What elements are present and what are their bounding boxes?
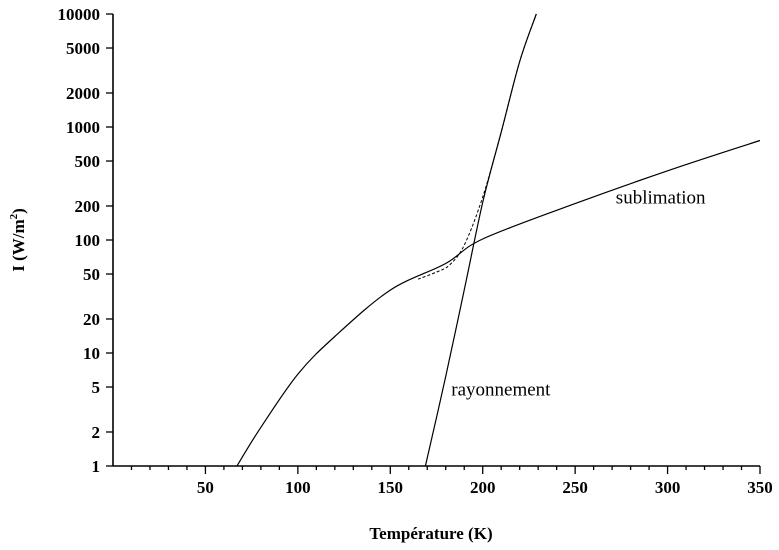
x-tick-label: 300 [655,478,681,497]
y-tick-label: 20 [83,310,100,329]
series [236,13,761,467]
series-sublimation-line [236,139,761,467]
annotations: sublimation rayonnement [451,188,706,401]
x-tick-label: 150 [378,478,404,497]
x-tick-label: 100 [285,478,311,497]
x-tick-label: 350 [747,478,773,497]
x-axis-title: Température (K) [369,524,492,543]
tick-labels: 50 100 150 200 250 300 350 1 2 5 10 20 50 100 200 500 10… [58,5,773,497]
annotation-sublimation: sublimation [616,188,706,209]
y-axis-title-base: I (W/m [9,219,28,271]
axes [112,14,760,467]
y-axis-title: I (W/m2) [8,208,28,272]
series-sum-dashed-line [417,13,537,280]
annotation-rayonnement: rayonnement [451,380,551,401]
x-tick-label: 250 [562,478,588,497]
ticks [106,13,761,474]
y-tick-label: 5000 [66,39,100,58]
y-axis-title-tail: ) [9,208,28,214]
y-tick-label: 1 [92,457,101,476]
y-tick-label: 500 [75,152,101,171]
y-tick-label: 10000 [58,5,101,24]
y-tick-label: 2000 [66,84,100,103]
y-tick-label: 5 [92,378,101,397]
y-tick-label: 10 [83,344,100,363]
y-tick-label: 100 [75,231,101,250]
x-tick-label: 200 [470,478,496,497]
y-tick-label: 1000 [66,118,100,137]
series-rayonnement-line [424,13,537,467]
y-tick-label: 200 [75,197,101,216]
y-tick-label: 2 [92,423,101,442]
x-tick-label: 50 [197,478,214,497]
y-axis-title-sup: 2 [8,213,20,219]
y-tick-label: 50 [83,265,100,284]
